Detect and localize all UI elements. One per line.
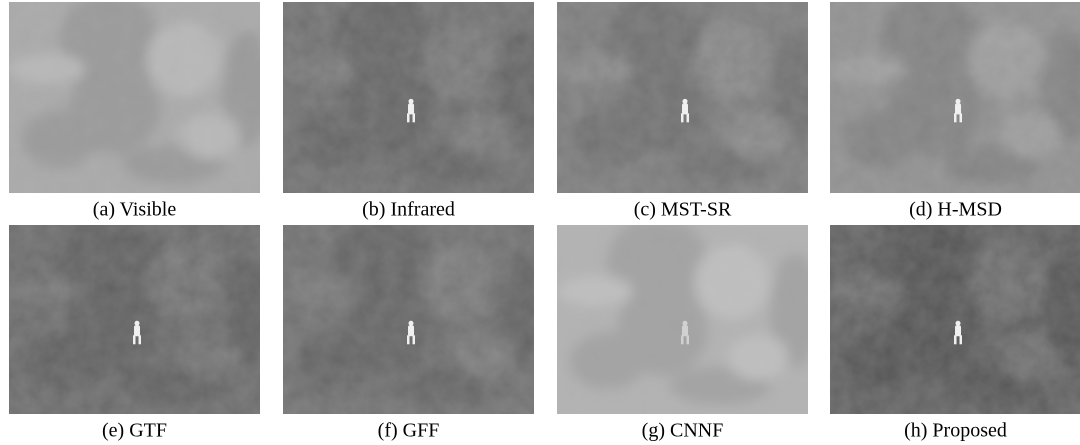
leg — [954, 335, 957, 344]
head — [409, 99, 414, 104]
image-panel: (e) GTF — [9, 216, 273, 442]
image-panel: (h) Proposed — [830, 216, 1080, 442]
body — [955, 103, 961, 114]
leg — [960, 113, 963, 122]
grain — [557, 225, 808, 414]
grain — [9, 2, 260, 193]
caption: (g) CNNF — [642, 420, 724, 442]
grain — [9, 225, 260, 414]
image — [557, 216, 821, 414]
leg — [139, 335, 142, 344]
image-panel: (d) H-MSD — [830, 0, 1080, 221]
grain — [830, 2, 1080, 193]
leg — [407, 335, 410, 344]
body — [682, 103, 688, 114]
caption: (f) GFF — [378, 420, 440, 442]
caption: (d) H-MSD — [909, 199, 1002, 221]
body — [955, 325, 961, 336]
head — [683, 321, 688, 326]
image-panel: (a) Visible — [9, 0, 273, 221]
image-panel: (b) Infrared — [283, 0, 547, 221]
head — [135, 321, 140, 326]
caption: (e) GTF — [102, 420, 167, 442]
grain — [557, 2, 808, 193]
caption: (h) Proposed — [904, 420, 1007, 442]
grain — [283, 225, 534, 414]
image — [557, 0, 821, 193]
caption: (c) MST-SR — [634, 199, 732, 221]
caption: (a) Visible — [93, 199, 177, 221]
body — [682, 325, 688, 336]
body — [408, 103, 414, 114]
image-panel: (f) GFF — [283, 216, 547, 442]
caption: (b) Infrared — [362, 199, 455, 221]
image — [9, 216, 273, 414]
grain — [830, 225, 1080, 414]
image — [283, 216, 547, 414]
leg — [681, 335, 684, 344]
body — [408, 325, 414, 336]
leg — [687, 335, 690, 344]
head — [409, 321, 414, 326]
body — [134, 325, 140, 336]
image-panel: (c) MST-SR — [557, 0, 821, 221]
image — [9, 0, 273, 193]
figure: (a) Visible (b) Infrared (c) MST-SR (d) H-M… — [0, 0, 1080, 445]
leg — [687, 113, 690, 122]
leg — [413, 335, 416, 344]
image — [830, 216, 1080, 414]
leg — [407, 113, 410, 122]
leg — [681, 113, 684, 122]
leg — [413, 113, 416, 122]
image-panel: (g) CNNF — [557, 216, 821, 442]
image — [830, 0, 1080, 193]
leg — [133, 335, 136, 344]
head — [956, 99, 961, 104]
image — [283, 0, 547, 193]
head — [683, 99, 688, 104]
grain — [283, 2, 534, 193]
leg — [960, 335, 963, 344]
leg — [954, 113, 957, 122]
head — [956, 321, 961, 326]
